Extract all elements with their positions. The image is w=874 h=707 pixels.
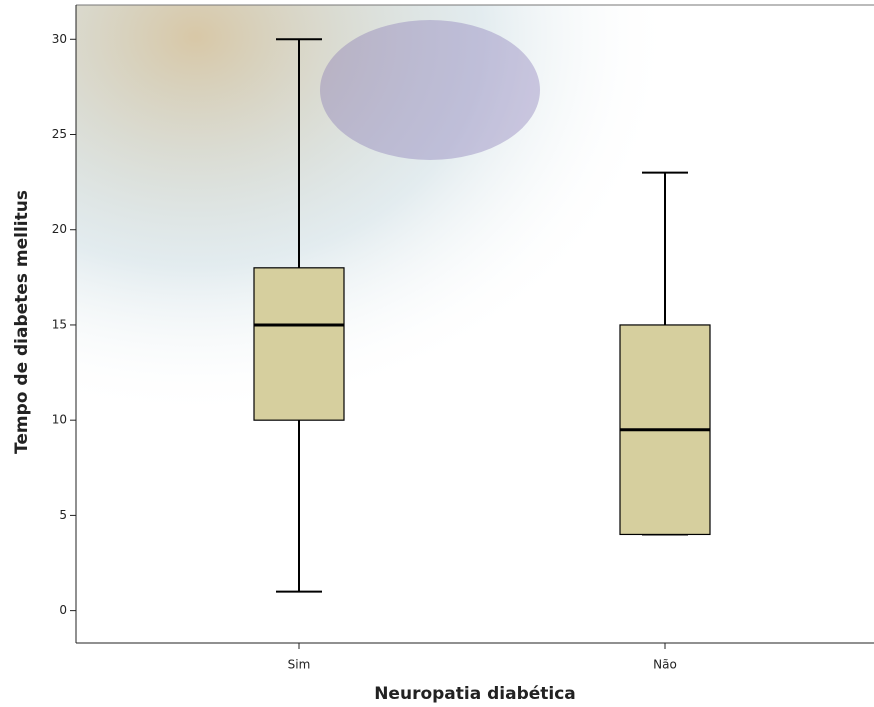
x-tick-label: Sim: [288, 658, 311, 672]
y-tick-label: 0: [59, 603, 67, 617]
y-tick-label: 30: [52, 32, 67, 46]
x-axis-title: Neuropatia diabética: [374, 684, 576, 704]
y-tick-label: 5: [59, 508, 67, 522]
y-tick-label: 10: [52, 413, 67, 427]
y-tick-label: 25: [52, 127, 67, 141]
y-axis-title: Tempo de diabetes mellitus: [12, 190, 32, 454]
page: {"chart_data": {"type": "box", "x_label"…: [0, 0, 874, 707]
y-tick-label: 20: [52, 222, 67, 236]
y-tick-label: 15: [52, 317, 67, 331]
background-decoration: [320, 20, 540, 160]
box: [254, 268, 344, 420]
chart: Neuropatia diabética Tempo de diabetes m…: [0, 0, 874, 707]
x-tick-label: Não: [653, 658, 677, 672]
